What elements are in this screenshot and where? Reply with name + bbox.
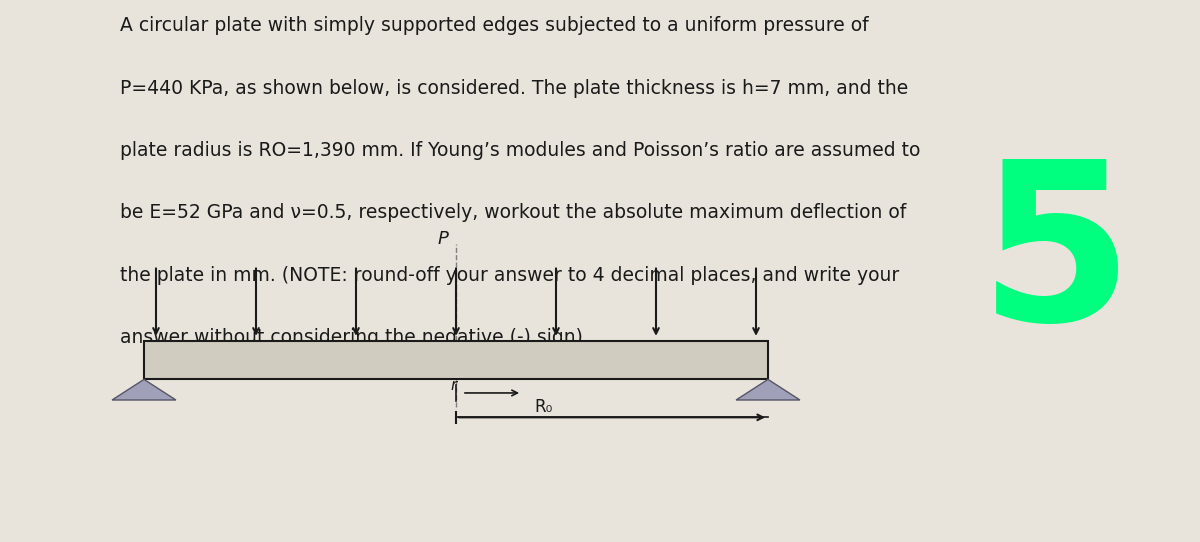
Text: the plate in mm. (NOTE: round-off your answer to 4 decimal places, and write you: the plate in mm. (NOTE: round-off your a…: [120, 266, 899, 285]
Text: A circular plate with simply supported edges subjected to a uniform pressure of: A circular plate with simply supported e…: [120, 16, 869, 35]
Text: P: P: [438, 230, 449, 248]
Text: plate radius is RO=1,390 mm. If Young’s modules and Poisson’s ratio are assumed : plate radius is RO=1,390 mm. If Young’s …: [120, 141, 920, 160]
Polygon shape: [112, 379, 176, 400]
Text: R₀: R₀: [534, 398, 552, 416]
Bar: [144, 341, 768, 379]
Text: 5: 5: [979, 153, 1133, 367]
Polygon shape: [736, 379, 800, 400]
Text: r: r: [450, 378, 456, 393]
Text: answer without considering the negative (-) sign).: answer without considering the negative …: [120, 328, 589, 347]
Text: P=440 KPa, as shown below, is considered. The plate thickness is h=7 mm, and the: P=440 KPa, as shown below, is considered…: [120, 79, 908, 98]
Text: be E=52 GPa and ν=0.5, respectively, workout the absolute maximum deflection of: be E=52 GPa and ν=0.5, respectively, wor…: [120, 203, 906, 222]
